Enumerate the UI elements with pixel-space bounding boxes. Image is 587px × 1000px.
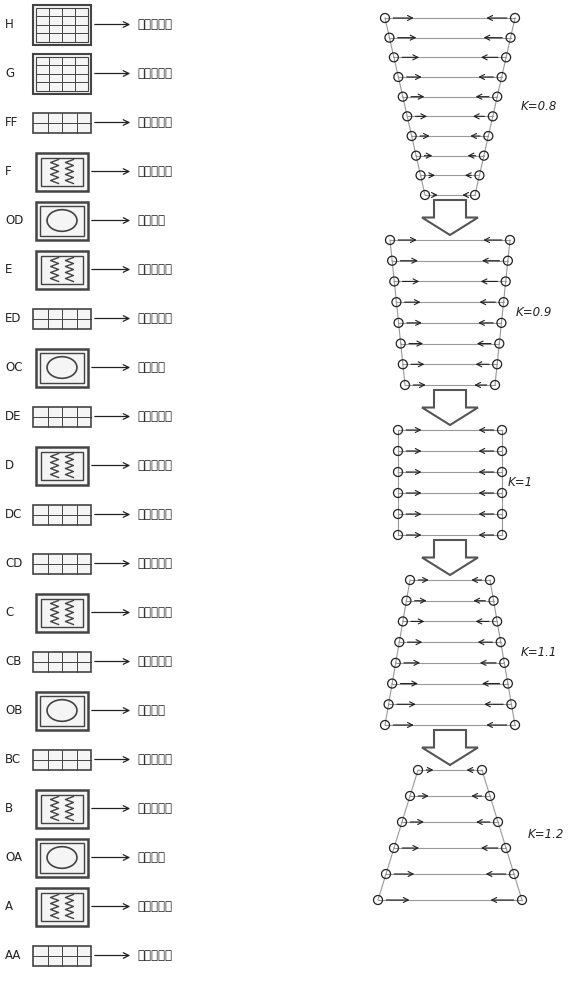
Text: 二次风嘴口: 二次风嘴口 xyxy=(137,949,172,962)
Bar xyxy=(41,598,83,626)
Text: H: H xyxy=(5,18,14,31)
Text: E: E xyxy=(5,263,12,276)
Text: CD: CD xyxy=(5,557,22,570)
Bar xyxy=(33,554,91,574)
Polygon shape xyxy=(422,200,478,235)
Text: 二次风嘴口: 二次风嘴口 xyxy=(137,116,172,129)
Text: F: F xyxy=(5,165,12,178)
Text: K=1: K=1 xyxy=(508,476,533,489)
Polygon shape xyxy=(422,540,478,575)
Bar xyxy=(36,7,88,41)
Bar xyxy=(33,53,91,94)
Text: OD: OD xyxy=(5,214,23,227)
Text: 上层燃尽风: 上层燃尽风 xyxy=(137,67,172,80)
Text: 重油嘴口: 重油嘴口 xyxy=(137,361,165,374)
Text: K=1.2: K=1.2 xyxy=(528,828,564,842)
Bar xyxy=(33,308,91,328)
Bar xyxy=(33,504,91,524)
Text: 二次风嘴口: 二次风嘴口 xyxy=(137,655,172,668)
Text: 重油嘴口: 重油嘴口 xyxy=(137,704,165,717)
Text: G: G xyxy=(5,67,14,80)
Text: K=1.1: K=1.1 xyxy=(521,646,558,659)
Bar xyxy=(36,593,88,632)
Text: ED: ED xyxy=(5,312,22,325)
Bar xyxy=(41,892,83,920)
Text: 上层燃尽风: 上层燃尽风 xyxy=(137,18,172,31)
Text: 二次风嘴口: 二次风嘴口 xyxy=(137,557,172,570)
Bar xyxy=(41,157,83,186)
Bar xyxy=(33,112,91,132)
Text: A: A xyxy=(5,900,13,913)
Text: 二次风嘴口: 二次风嘴口 xyxy=(137,753,172,766)
Text: OC: OC xyxy=(5,361,22,374)
Text: 二次风嘴口: 二次风嘴口 xyxy=(137,312,172,325)
Polygon shape xyxy=(422,730,478,765)
Text: D: D xyxy=(5,459,14,472)
Text: AA: AA xyxy=(5,949,21,962)
Bar xyxy=(40,842,84,872)
Bar xyxy=(36,888,88,926)
Text: 轻油嘴口: 轻油嘴口 xyxy=(137,851,165,864)
Bar xyxy=(41,255,83,284)
Bar xyxy=(41,452,83,480)
Text: OA: OA xyxy=(5,851,22,864)
Text: 重油嘴口: 重油嘴口 xyxy=(137,214,165,227)
Text: 二次风嘴口: 二次风嘴口 xyxy=(137,508,172,521)
Bar xyxy=(33,652,91,672)
Bar xyxy=(36,790,88,828)
Polygon shape xyxy=(422,390,478,425)
Bar xyxy=(36,692,88,730)
Text: K=0.9: K=0.9 xyxy=(516,306,552,319)
Bar xyxy=(40,353,84,382)
Text: FF: FF xyxy=(5,116,18,129)
Text: K=0.8: K=0.8 xyxy=(521,100,558,113)
Text: B: B xyxy=(5,802,13,815)
Bar xyxy=(36,446,88,485)
Text: 一次风嘴口: 一次风嘴口 xyxy=(137,802,172,815)
Bar xyxy=(33,4,91,44)
Bar xyxy=(36,349,88,386)
Text: 一次风嘴口: 一次风嘴口 xyxy=(137,900,172,913)
Bar xyxy=(33,406,91,426)
Text: BC: BC xyxy=(5,753,21,766)
Bar xyxy=(36,838,88,876)
Text: DE: DE xyxy=(5,410,22,423)
Bar xyxy=(33,946,91,966)
Text: 一次风嘴口: 一次风嘴口 xyxy=(137,165,172,178)
Bar xyxy=(40,696,84,726)
Text: OB: OB xyxy=(5,704,22,717)
Text: C: C xyxy=(5,606,14,619)
Text: 一次风嘴口: 一次风嘴口 xyxy=(137,263,172,276)
Text: CB: CB xyxy=(5,655,21,668)
Bar xyxy=(36,250,88,288)
Bar xyxy=(33,750,91,770)
Bar xyxy=(41,794,83,822)
Text: DC: DC xyxy=(5,508,22,521)
Bar xyxy=(36,56,88,91)
Bar xyxy=(36,152,88,190)
Text: 一次风嘴口: 一次风嘴口 xyxy=(137,606,172,619)
Bar xyxy=(36,202,88,239)
Text: 二次风嘴口: 二次风嘴口 xyxy=(137,410,172,423)
Bar xyxy=(40,206,84,235)
Text: 一次风嘴口: 一次风嘴口 xyxy=(137,459,172,472)
